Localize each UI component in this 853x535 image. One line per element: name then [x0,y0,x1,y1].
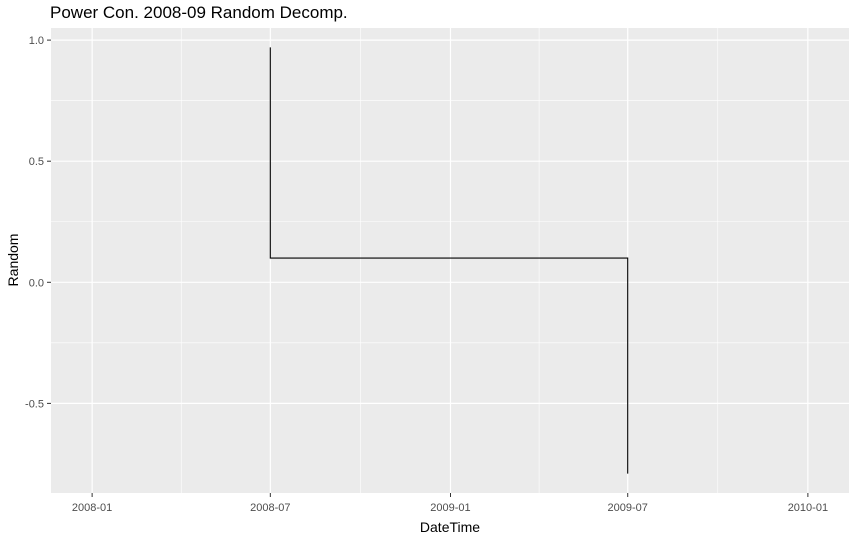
y-axis: -0.5 0.0 0.5 1.0 [25,35,51,410]
series-line [269,47,629,474]
x-tick-label: 2009-01 [430,502,470,514]
series-layer [269,47,629,474]
x-tick-label: 2010-01 [788,502,828,514]
y-axis-title: Random [5,234,21,287]
x-axis: 2008-01 2008-07 2009-01 2009-07 2010-01 [72,493,828,514]
chart-title: Power Con. 2008-09 Random Decomp. [50,3,348,22]
x-axis-title: DateTime [420,519,480,535]
y-tick-label: 0.0 [29,277,44,289]
y-tick-label: 0.5 [29,156,44,168]
x-tick-label: 2008-07 [250,502,290,514]
y-tick-label: -0.5 [25,398,44,410]
x-tick-label: 2008-01 [72,502,112,514]
x-tick-label: 2009-07 [608,502,648,514]
y-tick-label: 1.0 [29,35,44,47]
